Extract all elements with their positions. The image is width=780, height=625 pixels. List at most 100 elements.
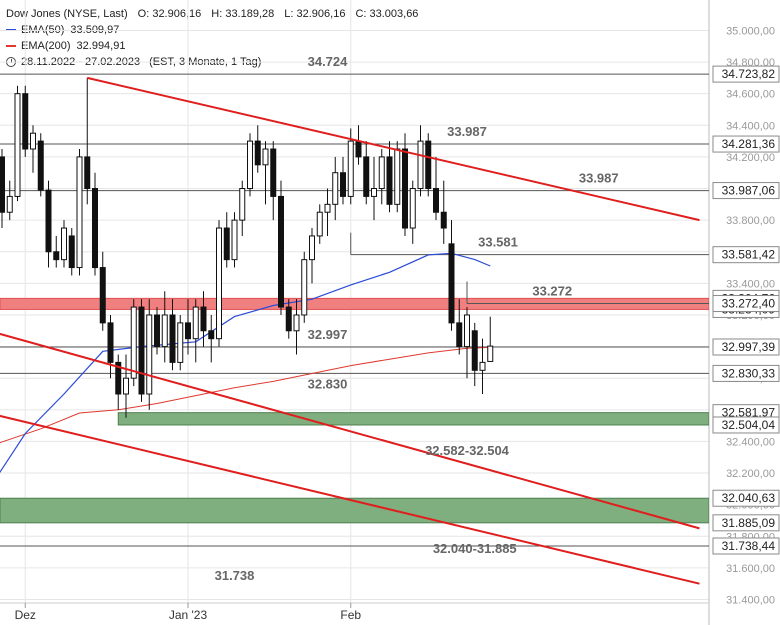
- candle-up: [316, 211, 323, 237]
- level-label: 32.830: [308, 376, 348, 391]
- candle-down: [185, 322, 191, 340]
- candle-up: [239, 188, 246, 221]
- legend-ema200-label: EMA(200): [21, 40, 71, 52]
- candle-down: [425, 140, 432, 190]
- legend-instrument: Dow Jones (NYSE, Last): [6, 8, 128, 20]
- candle-down: [340, 172, 346, 197]
- level-label: 34.724: [308, 54, 349, 69]
- legend-open: O: 32.906,16: [137, 8, 202, 20]
- zone-green-2: [0, 497, 709, 524]
- level-tag-box: [712, 182, 780, 200]
- legend-ema200-value: 32.994,91: [76, 40, 126, 52]
- candle-down: [402, 148, 408, 229]
- zone-label: 32.040-31.885: [433, 541, 517, 556]
- candle-up: [324, 203, 331, 213]
- candle-down: [0, 156, 5, 213]
- x-tick-label: Dez: [15, 608, 36, 622]
- level-label: 33.581: [478, 235, 518, 250]
- candles-layer: [0, 77, 494, 418]
- y-tick-label: 34.600,00: [726, 89, 775, 101]
- legend-ohlc-row: Dow Jones (NYSE, Last) O: 32.906,16 H: 3…: [6, 6, 418, 22]
- level-tag-box: [712, 338, 780, 356]
- candle-up: [130, 306, 137, 379]
- zone-tag: 32.504,04: [722, 418, 776, 432]
- ema200-swatch: [6, 45, 16, 47]
- candle-up: [332, 172, 339, 205]
- candle-down: [22, 93, 29, 150]
- y-tick-label: 34.200,00: [726, 152, 775, 164]
- candle-up: [394, 148, 401, 205]
- y-tick-label: 32.400,00: [726, 436, 775, 448]
- candle-up: [464, 314, 470, 348]
- candle-down: [456, 322, 463, 348]
- candle-up: [6, 195, 13, 213]
- candle-up: [61, 227, 67, 261]
- level-tag: 33.581,42: [722, 248, 776, 262]
- level-tag: 32.997,39: [722, 340, 776, 354]
- level-tag: 31.738,44: [722, 539, 776, 553]
- candle-down: [448, 243, 455, 324]
- level-tag-box: [712, 364, 780, 382]
- candle-up: [14, 93, 21, 197]
- candle-up: [409, 188, 416, 229]
- level-tag-box: [712, 135, 780, 153]
- trend-line-0: [87, 76, 700, 222]
- y-tick-label: 34.400,00: [726, 120, 775, 132]
- legend-close: C: 33.003,66: [355, 8, 419, 20]
- x-tick-label: Feb: [340, 608, 361, 622]
- y-tick-label: 35.000,00: [726, 25, 775, 37]
- candle-down: [355, 140, 362, 158]
- y-tick-label: 31.600,00: [726, 563, 775, 575]
- candle-down: [84, 156, 91, 190]
- candle-down: [471, 330, 478, 371]
- candle-up: [487, 345, 494, 362]
- candle-down: [363, 156, 370, 197]
- candle-down: [223, 227, 230, 261]
- level-tag-box: [712, 65, 780, 83]
- candle-up: [216, 227, 222, 340]
- y-tick-label: 31.400,00: [726, 594, 775, 606]
- level-tag-box: [712, 295, 780, 313]
- zone-label: 32.582-32.504: [425, 443, 510, 458]
- level-tag-box: [712, 537, 780, 555]
- candle-down: [53, 251, 60, 261]
- zone-tag-box: [712, 416, 780, 434]
- candle-down: [169, 314, 176, 363]
- candle-up: [247, 140, 253, 190]
- level-tag: 33.987,06: [722, 184, 776, 198]
- ema50-line: [0, 252, 491, 474]
- candle-down: [433, 188, 439, 213]
- candle-down: [68, 235, 75, 269]
- candle-down: [254, 140, 261, 166]
- trend-line-2: [0, 414, 700, 585]
- candle-up: [417, 140, 424, 190]
- trend-line-1: [0, 332, 700, 530]
- legend-high: H: 33.189,28: [211, 8, 275, 20]
- candle-up: [309, 235, 315, 261]
- y-tick-label: 33.800,00: [726, 215, 775, 227]
- x-tick-labels: Dez Jan '23 Feb: [15, 603, 361, 622]
- x-tick-label: Jan '23: [169, 608, 208, 622]
- candle-up: [146, 314, 153, 395]
- candle-up: [231, 219, 238, 261]
- candle-up: [123, 377, 129, 395]
- zone-green-1: [117, 412, 709, 426]
- legend-ema200-row: EMA(200) 32.994,91: [6, 38, 418, 54]
- candle-down: [99, 267, 106, 324]
- zone-red-0: [0, 297, 709, 310]
- ema200-line: [0, 346, 491, 444]
- candle-up: [479, 361, 486, 371]
- candle-up: [347, 140, 354, 197]
- y-tick-label: 33.400,00: [726, 278, 775, 290]
- candle-down: [440, 211, 447, 229]
- candle-up: [301, 259, 308, 316]
- level-tag: 33.272,40: [722, 297, 776, 311]
- zone-tag: 32.581,97: [722, 406, 776, 420]
- level-label: 31.738: [215, 568, 255, 583]
- candle-down: [154, 314, 160, 348]
- level-labels-layer: 34.724 33.987 33.987 33.581 33.272 32.997 32.8…: [215, 54, 619, 583]
- level-label: 33.987: [447, 124, 487, 139]
- zone-tag-box: [712, 489, 780, 507]
- candle-down: [285, 306, 292, 332]
- candle-up: [293, 314, 300, 332]
